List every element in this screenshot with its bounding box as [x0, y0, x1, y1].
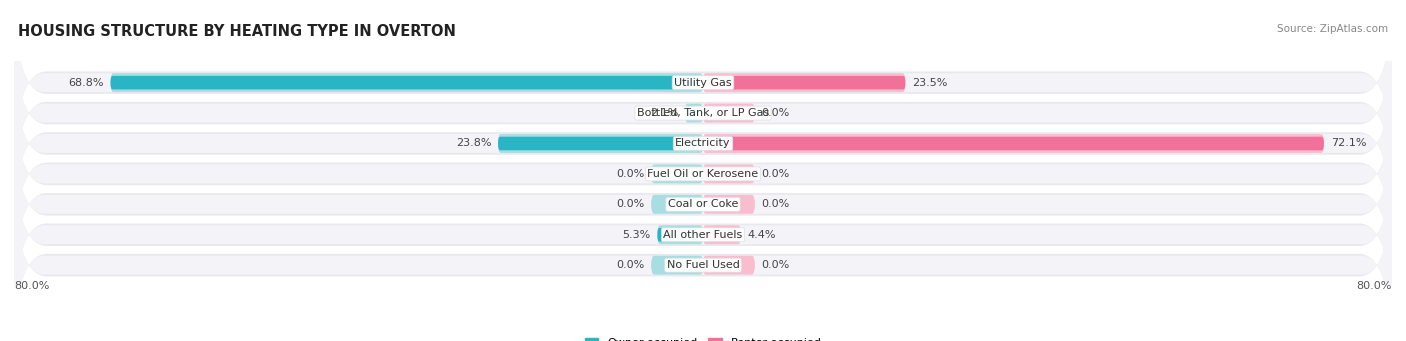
- FancyBboxPatch shape: [651, 197, 699, 211]
- FancyBboxPatch shape: [14, 16, 1392, 210]
- FancyBboxPatch shape: [703, 104, 755, 122]
- FancyBboxPatch shape: [14, 138, 1392, 332]
- Text: All other Fuels: All other Fuels: [664, 230, 742, 240]
- FancyBboxPatch shape: [707, 228, 741, 241]
- Text: 0.0%: 0.0%: [762, 169, 790, 179]
- FancyBboxPatch shape: [13, 63, 1393, 284]
- Text: Coal or Coke: Coal or Coke: [668, 199, 738, 209]
- FancyBboxPatch shape: [707, 106, 755, 120]
- Text: 0.0%: 0.0%: [616, 199, 644, 209]
- Text: 0.0%: 0.0%: [616, 169, 644, 179]
- Text: No Fuel Used: No Fuel Used: [666, 260, 740, 270]
- FancyBboxPatch shape: [13, 155, 1393, 341]
- FancyBboxPatch shape: [14, 0, 1392, 180]
- FancyBboxPatch shape: [703, 134, 1324, 153]
- FancyBboxPatch shape: [13, 0, 1393, 193]
- FancyBboxPatch shape: [707, 197, 755, 211]
- Text: 0.0%: 0.0%: [762, 108, 790, 118]
- FancyBboxPatch shape: [14, 107, 1392, 301]
- Text: Utility Gas: Utility Gas: [675, 78, 731, 88]
- FancyBboxPatch shape: [111, 73, 703, 92]
- Text: 72.1%: 72.1%: [1331, 138, 1367, 148]
- FancyBboxPatch shape: [703, 73, 905, 92]
- FancyBboxPatch shape: [13, 33, 1393, 254]
- Text: Source: ZipAtlas.com: Source: ZipAtlas.com: [1277, 24, 1388, 34]
- Text: Bottled, Tank, or LP Gas: Bottled, Tank, or LP Gas: [637, 108, 769, 118]
- FancyBboxPatch shape: [658, 225, 703, 244]
- FancyBboxPatch shape: [651, 195, 703, 214]
- Text: 5.3%: 5.3%: [623, 230, 651, 240]
- Text: 4.4%: 4.4%: [748, 230, 776, 240]
- FancyBboxPatch shape: [703, 256, 755, 275]
- FancyBboxPatch shape: [14, 77, 1392, 271]
- FancyBboxPatch shape: [703, 225, 741, 244]
- FancyBboxPatch shape: [13, 3, 1393, 223]
- FancyBboxPatch shape: [707, 167, 755, 181]
- FancyBboxPatch shape: [498, 134, 703, 153]
- Text: 0.0%: 0.0%: [762, 199, 790, 209]
- Text: Electricity: Electricity: [675, 138, 731, 148]
- FancyBboxPatch shape: [111, 76, 699, 89]
- Text: HOUSING STRUCTURE BY HEATING TYPE IN OVERTON: HOUSING STRUCTURE BY HEATING TYPE IN OVE…: [18, 24, 456, 39]
- Text: 0.0%: 0.0%: [616, 260, 644, 270]
- Text: 80.0%: 80.0%: [1357, 281, 1392, 291]
- FancyBboxPatch shape: [707, 76, 905, 89]
- FancyBboxPatch shape: [707, 258, 755, 272]
- FancyBboxPatch shape: [658, 228, 699, 241]
- Text: 23.5%: 23.5%: [912, 78, 948, 88]
- FancyBboxPatch shape: [651, 167, 699, 181]
- Legend: Owner-occupied, Renter-occupied: Owner-occupied, Renter-occupied: [581, 333, 825, 341]
- FancyBboxPatch shape: [703, 195, 755, 214]
- Text: Fuel Oil or Kerosene: Fuel Oil or Kerosene: [647, 169, 759, 179]
- FancyBboxPatch shape: [498, 137, 699, 150]
- FancyBboxPatch shape: [14, 168, 1392, 341]
- FancyBboxPatch shape: [13, 94, 1393, 315]
- FancyBboxPatch shape: [14, 46, 1392, 240]
- FancyBboxPatch shape: [651, 258, 699, 272]
- Text: 2.1%: 2.1%: [650, 108, 678, 118]
- Text: 80.0%: 80.0%: [14, 281, 49, 291]
- FancyBboxPatch shape: [13, 124, 1393, 341]
- Text: 23.8%: 23.8%: [456, 138, 491, 148]
- Text: 0.0%: 0.0%: [762, 260, 790, 270]
- FancyBboxPatch shape: [651, 256, 703, 275]
- Text: 68.8%: 68.8%: [67, 78, 104, 88]
- FancyBboxPatch shape: [707, 137, 1324, 150]
- FancyBboxPatch shape: [651, 164, 703, 183]
- FancyBboxPatch shape: [685, 106, 699, 120]
- FancyBboxPatch shape: [703, 164, 755, 183]
- FancyBboxPatch shape: [685, 104, 703, 122]
